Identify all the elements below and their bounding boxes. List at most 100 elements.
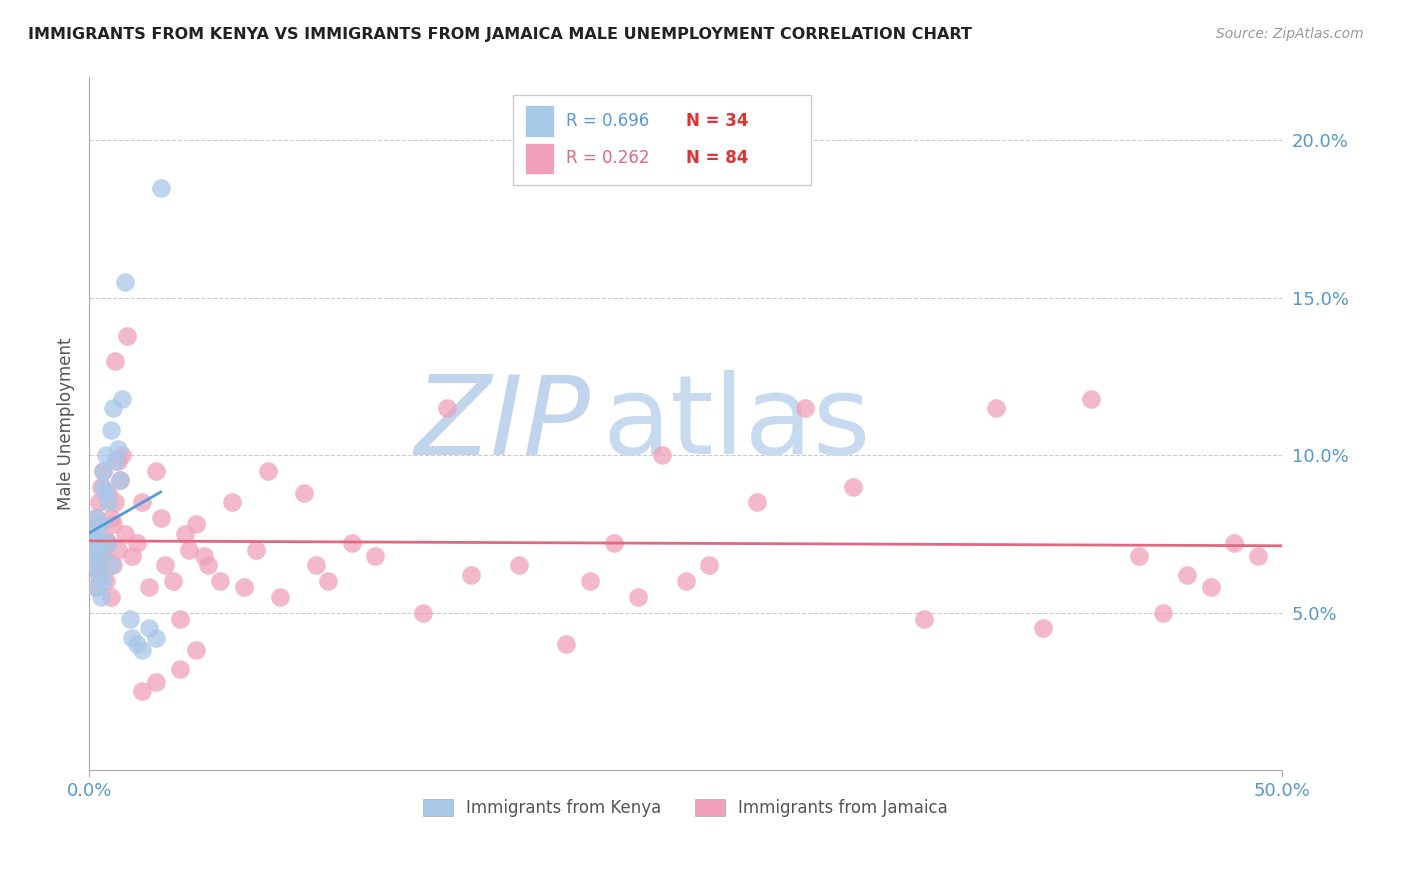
Point [579,574,602,588]
Point [1152,606,1174,620]
Point [173,527,195,541]
Point [84,581,107,595]
Point [83,558,105,573]
Point [101,401,124,415]
Point [651,448,673,462]
Point [364,549,387,563]
Point [93,464,115,478]
Point [603,536,626,550]
Point [186,643,208,657]
Point [84,533,107,548]
Point [221,495,243,509]
Text: R = 0.262: R = 0.262 [567,150,650,168]
Point [107,542,129,557]
Legend: Immigrants from Kenya, Immigrants from Jamaica: Immigrants from Kenya, Immigrants from J… [416,792,955,824]
Point [90,542,112,557]
Point [1175,567,1198,582]
Point [90,480,112,494]
Point [138,581,160,595]
Point [93,464,115,478]
Point [555,637,578,651]
Point [186,517,208,532]
Point [84,511,107,525]
Point [169,662,191,676]
Point [80,549,103,563]
FancyBboxPatch shape [513,95,811,185]
Point [100,558,122,573]
Point [87,567,110,582]
Point [305,558,328,573]
Point [97,495,120,509]
Text: N = 84: N = 84 [686,150,748,168]
Point [1032,621,1054,635]
Point [90,590,112,604]
Point [104,454,127,468]
Point [412,606,434,620]
Point [118,612,141,626]
Text: atlas: atlas [602,370,870,477]
Point [316,574,339,588]
Point [84,511,107,525]
Point [793,401,815,415]
Point [984,401,1007,415]
Point [675,574,697,588]
Point [114,275,136,289]
Point [747,495,769,509]
Point [131,684,153,698]
Point [117,328,139,343]
Point [83,527,105,541]
Point [209,574,232,588]
Point [80,527,103,541]
Point [257,464,280,478]
Point [84,581,107,595]
Point [97,486,120,500]
Point [107,454,129,468]
Point [93,549,115,563]
Point [179,542,201,557]
Point [101,517,124,532]
Point [94,574,117,588]
Point [131,495,153,509]
Point [80,536,103,550]
Point [93,480,115,494]
Point [149,511,172,525]
Point [100,511,122,525]
Point [94,448,117,462]
Point [841,480,863,494]
Text: ZIP: ZIP [415,370,591,477]
Point [149,180,172,194]
Point [197,558,219,573]
Point [87,542,110,557]
Point [125,637,148,651]
Point [94,486,117,500]
Point [269,590,291,604]
Point [1247,549,1270,563]
Point [90,517,112,532]
Text: N = 34: N = 34 [686,112,748,130]
Point [1080,392,1102,406]
Text: R = 0.696: R = 0.696 [567,112,650,130]
Point [87,495,110,509]
Point [97,536,120,550]
Point [508,558,530,573]
Point [699,558,721,573]
Point [131,643,153,657]
Point [83,536,105,550]
Point [627,590,650,604]
Point [107,442,129,456]
Bar [524,143,554,174]
Point [1223,536,1246,550]
Point [108,474,131,488]
Point [83,558,105,573]
Point [100,590,122,604]
Text: IMMIGRANTS FROM KENYA VS IMMIGRANTS FROM JAMAICA MALE UNEMPLOYMENT CORRELATION C: IMMIGRANTS FROM KENYA VS IMMIGRANTS FROM… [28,27,972,42]
Point [90,565,112,579]
Point [90,549,112,563]
Point [114,527,136,541]
Point [87,567,110,582]
Bar [524,105,554,136]
Point [193,549,215,563]
Point [145,464,167,478]
Point [233,581,256,595]
Point [138,621,160,635]
